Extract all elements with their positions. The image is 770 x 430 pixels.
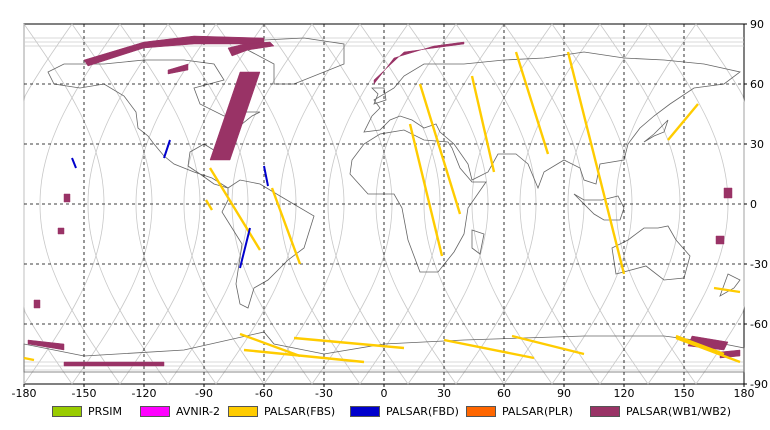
- world-map: -180 -150 -120 -90 -60 -30 0 30 60 90 120 150 180 90 6…: [12, 18, 768, 400]
- swath-fbs: [204, 199, 214, 211]
- lon-tick-label: 120: [614, 387, 635, 400]
- swath-fbs: [293, 336, 405, 350]
- swath-fbs: [443, 338, 535, 360]
- legend-swatch: [228, 405, 258, 417]
- legend-label: PALSAR(FBD): [386, 404, 459, 418]
- lat-tick-label: -30: [750, 258, 768, 271]
- coastline: [23, 331, 745, 373]
- axis-ticks: -180 -150 -120 -90 -60 -30 0 30 60 90 120 150 180 90 6…: [12, 18, 768, 400]
- coastline: [643, 119, 669, 143]
- swath-fbd: [71, 157, 77, 169]
- swath-wb1-wb2: [63, 193, 71, 203]
- swath-fbs: [470, 75, 496, 173]
- swath-fbs: [243, 348, 365, 364]
- legend-swatch: [350, 405, 380, 417]
- swath-fbs: [675, 334, 725, 356]
- legend: PRSIM AVNIR-2 PALSAR(FBS) PALSAR(FBD) PALSAR…: [0, 400, 770, 420]
- swath-wb1-wb2: [373, 41, 465, 85]
- lon-tick-label: 90: [557, 387, 571, 400]
- swath-wb1-wb2: [227, 41, 275, 57]
- coastlines: [23, 37, 745, 373]
- swath-wb1-wb2: [33, 299, 41, 309]
- legend-item: AVNIR-2: [140, 404, 220, 418]
- swath-fbd: [239, 227, 251, 269]
- legend-item: PALSAR(PLR): [466, 404, 573, 418]
- swath-fbs: [514, 51, 550, 155]
- legend-label: PALSAR(PLR): [502, 404, 573, 418]
- lon-tick-label: 30: [437, 387, 451, 400]
- coastline: [573, 193, 625, 221]
- swath-fbs: [713, 286, 741, 294]
- swath-fbs: [239, 332, 301, 358]
- legend-item: PALSAR(FBS): [228, 404, 335, 418]
- coastline: [371, 87, 387, 105]
- legend-label: PALSAR(FBS): [264, 404, 336, 418]
- swath-fbd: [263, 165, 269, 187]
- swath-fbs: [566, 51, 626, 275]
- coastline: [363, 51, 741, 190]
- swath-wb1-wb2: [57, 227, 65, 235]
- lat-tick-label: 30: [750, 138, 764, 151]
- lon-tick-label: -120: [132, 387, 157, 400]
- legend-item: PRSIM: [52, 404, 122, 418]
- graticule: [24, 24, 744, 384]
- swath-fbs: [270, 187, 302, 265]
- swath-wb1-wb2: [167, 63, 189, 75]
- lon-tick-label: -90: [195, 387, 213, 400]
- legend-label: AVNIR-2: [176, 404, 220, 418]
- lat-tick-label: 90: [750, 18, 764, 31]
- lat-tick-label: -60: [750, 318, 768, 331]
- coastline: [47, 59, 261, 189]
- swath-fbs: [675, 336, 741, 364]
- coastline: [243, 37, 345, 85]
- swath-wb1-wb2: [715, 235, 725, 245]
- lon-tick-label: -150: [72, 387, 97, 400]
- legend-swatch: [52, 405, 82, 417]
- swath-wb1-wb2: [27, 339, 65, 351]
- legend-item: PALSAR(FBD): [350, 404, 459, 418]
- coastline: [611, 225, 691, 281]
- lon-tick-label: -180: [12, 387, 37, 400]
- swath-wb1-wb2: [209, 71, 261, 161]
- swath-fbd: [163, 139, 171, 159]
- legend-label: PRSIM: [88, 404, 122, 418]
- legend-item: PALSAR(WB1/WB2): [590, 404, 731, 418]
- swath-fbs: [667, 103, 699, 141]
- lon-tick-label: -60: [255, 387, 273, 400]
- coastline: [471, 229, 485, 255]
- swath-fbs: [208, 167, 262, 251]
- legend-swatch: [590, 405, 620, 417]
- legend-label: PALSAR(WB1/WB2): [626, 404, 732, 418]
- lat-tick-label: 60: [750, 78, 764, 91]
- lon-tick-label: -30: [315, 387, 333, 400]
- swath-fbs: [511, 334, 585, 356]
- legend-swatch: [140, 405, 170, 417]
- legend-swatch: [466, 405, 496, 417]
- observation-swaths: [23, 35, 741, 367]
- lat-tick-label: 0: [750, 198, 757, 211]
- lon-tick-label: 180: [734, 387, 755, 400]
- lon-tick-label: 60: [497, 387, 511, 400]
- swath-fbs: [23, 356, 35, 362]
- swath-fbs: [408, 123, 444, 257]
- swath-fbs: [418, 83, 462, 215]
- lon-tick-label: 0: [381, 387, 388, 400]
- lon-tick-label: 150: [674, 387, 695, 400]
- swath-wb1-wb2: [723, 187, 733, 199]
- swath-wb1-wb2: [63, 361, 165, 367]
- lat-tick-label: -90: [750, 378, 768, 391]
- coastline: [349, 129, 487, 273]
